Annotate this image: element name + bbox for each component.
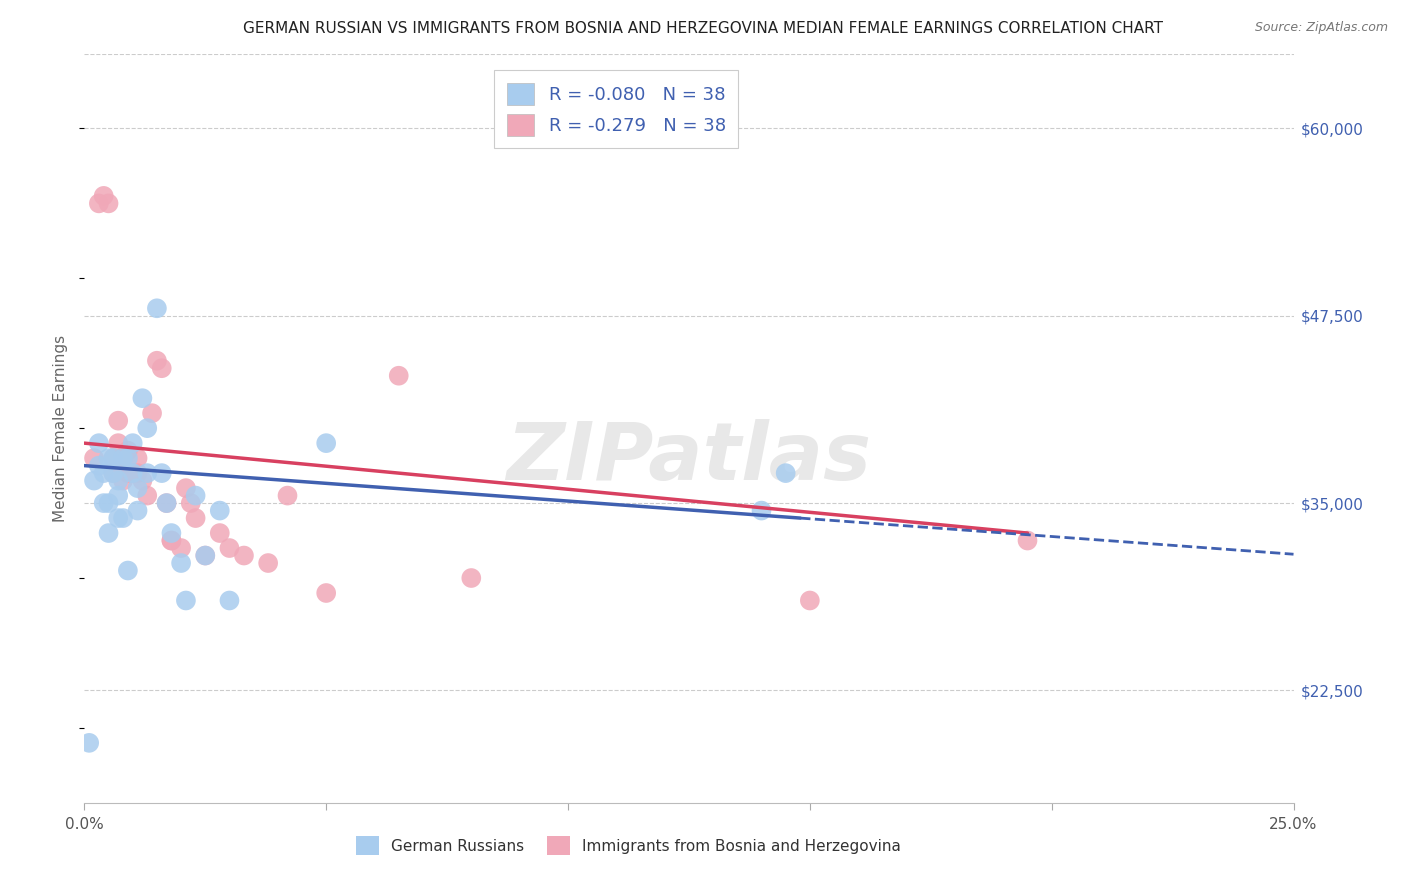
Point	[218, 541, 240, 555]
Point	[136, 421, 159, 435]
Point	[121, 466, 143, 480]
Point	[103, 466, 125, 480]
Point	[388, 368, 411, 383]
Point	[276, 489, 298, 503]
Point	[150, 361, 173, 376]
Point	[208, 503, 231, 517]
Point	[155, 496, 177, 510]
Point	[87, 458, 110, 473]
Point	[103, 451, 125, 466]
Point	[194, 549, 217, 563]
Point	[184, 511, 207, 525]
Point	[194, 549, 217, 563]
Point	[233, 549, 256, 563]
Point	[218, 593, 240, 607]
Point	[107, 511, 129, 525]
Point	[93, 496, 115, 510]
Point	[174, 481, 197, 495]
Point	[155, 496, 177, 510]
Point	[87, 196, 110, 211]
Text: ZIPatlas: ZIPatlas	[506, 419, 872, 497]
Point	[174, 593, 197, 607]
Point	[97, 196, 120, 211]
Point	[117, 564, 139, 578]
Point	[107, 474, 129, 488]
Point	[1017, 533, 1039, 548]
Point	[257, 556, 280, 570]
Point	[121, 466, 143, 480]
Point	[112, 474, 135, 488]
Point	[751, 503, 773, 517]
Point	[146, 353, 169, 368]
Point	[136, 466, 159, 480]
Point	[315, 436, 337, 450]
Point	[150, 466, 173, 480]
Point	[103, 451, 125, 466]
Point	[799, 593, 821, 607]
Point	[117, 466, 139, 480]
Point	[315, 586, 337, 600]
Point	[107, 489, 129, 503]
Point	[77, 736, 100, 750]
Point	[87, 436, 110, 450]
Point	[131, 391, 153, 405]
Point	[170, 556, 193, 570]
Point	[97, 526, 120, 541]
Point	[160, 533, 183, 548]
Point	[127, 466, 149, 480]
Point	[131, 474, 153, 488]
Point	[112, 451, 135, 466]
Point	[83, 451, 105, 466]
Point	[107, 436, 129, 450]
Point	[160, 526, 183, 541]
Point	[184, 489, 207, 503]
Point	[127, 481, 149, 495]
Point	[208, 526, 231, 541]
Point	[97, 451, 120, 466]
Point	[117, 443, 139, 458]
Point	[93, 466, 115, 480]
Point	[83, 474, 105, 488]
Point	[775, 466, 797, 480]
Point	[117, 451, 139, 466]
Point	[160, 533, 183, 548]
Text: GERMAN RUSSIAN VS IMMIGRANTS FROM BOSNIA AND HERZEGOVINA MEDIAN FEMALE EARNINGS : GERMAN RUSSIAN VS IMMIGRANTS FROM BOSNIA…	[243, 21, 1163, 36]
Point	[170, 541, 193, 555]
Point	[103, 466, 125, 480]
Y-axis label: Median Female Earnings: Median Female Earnings	[53, 334, 69, 522]
Point	[146, 301, 169, 316]
Point	[121, 436, 143, 450]
Point	[107, 414, 129, 428]
Point	[112, 451, 135, 466]
Point	[112, 511, 135, 525]
Point	[93, 189, 115, 203]
Point	[141, 406, 163, 420]
Point	[127, 503, 149, 517]
Point	[97, 496, 120, 510]
Point	[136, 489, 159, 503]
Point	[460, 571, 482, 585]
Point	[180, 496, 202, 510]
Text: Source: ZipAtlas.com: Source: ZipAtlas.com	[1254, 21, 1388, 34]
Point	[127, 451, 149, 466]
Legend: German Russians, Immigrants from Bosnia and Herzegovina: German Russians, Immigrants from Bosnia …	[350, 830, 907, 861]
